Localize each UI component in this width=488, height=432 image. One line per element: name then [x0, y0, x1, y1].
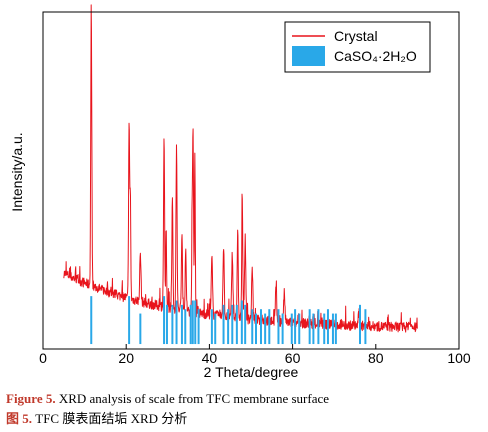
- caption-text-english: XRD analysis of scale from TFC membrane …: [55, 391, 329, 406]
- legend-crystal-label: Crystal: [334, 28, 378, 44]
- caption-label-chinese: 图 5.: [6, 411, 33, 426]
- figure-caption-english: Figure 5. XRD analysis of scale from TFC…: [6, 391, 329, 407]
- x-tick-label: 60: [285, 350, 301, 366]
- caption-label-english: Figure 5.: [6, 391, 56, 406]
- x-tick-label: 80: [368, 350, 384, 366]
- x-axis-ticks: [42, 344, 460, 349]
- y-axis-title: Intensity/a.u.: [9, 132, 25, 211]
- x-axis-title: 2 Theta/degree: [204, 364, 299, 380]
- plot-frame: [42, 11, 460, 350]
- legend-gypsum-swatch: [292, 46, 325, 66]
- x-tick-label: 100: [447, 350, 471, 366]
- gypsum-reference-series: [90, 296, 367, 345]
- x-tick-label: 40: [202, 350, 218, 366]
- crystal-line: [63, 4, 418, 333]
- x-tick-label: 0: [39, 350, 47, 366]
- crystal-series: [63, 4, 418, 333]
- legend: Crystal CaSO₄·2H₂O: [284, 21, 431, 73]
- legend-gypsum-label: CaSO₄·2H₂O: [334, 48, 417, 64]
- figure-caption-chinese: 图 5. TFC 膜表面结垢 XRD 分析: [6, 408, 187, 427]
- caption-text-chinese: TFC 膜表面结垢 XRD 分析: [32, 411, 188, 426]
- x-axis-tick-labels: 0 20 40 60 80 100: [39, 350, 471, 366]
- x-tick-label: 20: [118, 350, 134, 366]
